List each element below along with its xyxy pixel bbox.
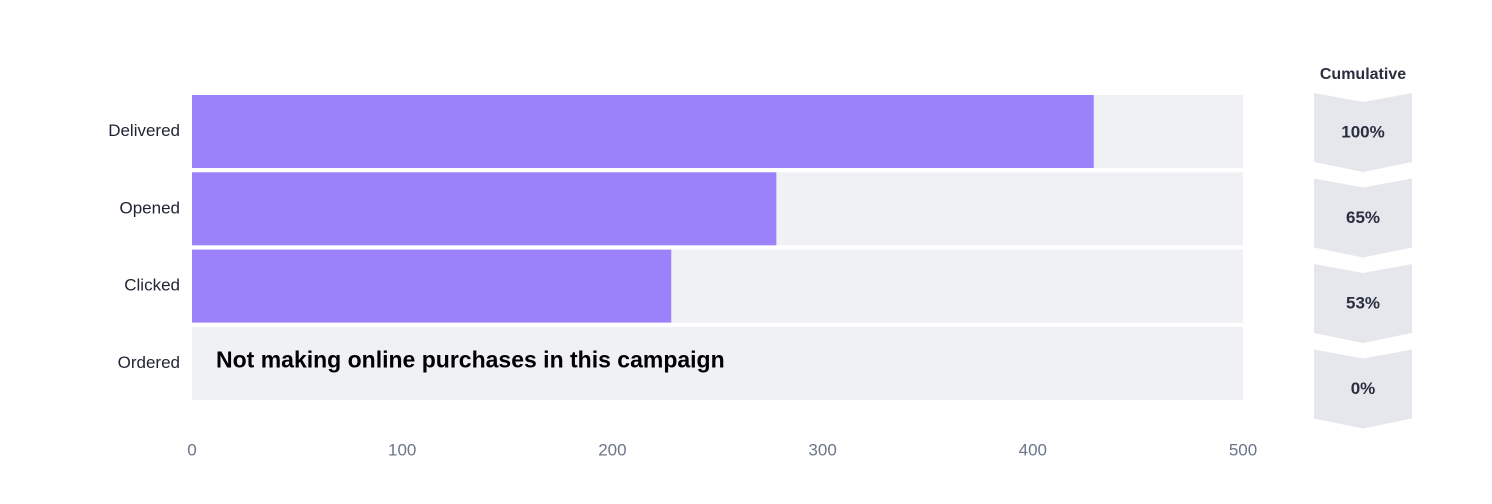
y-tick-label: Opened: [120, 198, 181, 217]
bar: [192, 95, 1094, 168]
cumulative-label: 53%: [1346, 293, 1380, 312]
y-tick-label: Delivered: [108, 121, 180, 140]
cumulative-chevron: [1314, 264, 1412, 343]
x-tick-label: 200: [598, 440, 626, 459]
cumulative-label: 0%: [1351, 379, 1376, 398]
x-tick-label: 500: [1229, 440, 1257, 459]
x-tick-label: 0: [187, 440, 196, 459]
x-tick-label: 400: [1019, 440, 1047, 459]
cumulative-label: 100%: [1341, 122, 1384, 141]
cumulative-label: 65%: [1346, 208, 1380, 227]
cumulative-chevron: [1314, 93, 1412, 172]
cumulative-title: Cumulative: [1320, 66, 1406, 83]
cumulative-chevron: [1314, 349, 1412, 429]
y-tick-label: Clicked: [124, 276, 180, 295]
bar: [192, 249, 672, 323]
x-tick-label: 300: [808, 440, 836, 459]
bar-track: [192, 326, 1243, 400]
bar: [192, 172, 777, 246]
cumulative-chevron: [1314, 178, 1412, 258]
y-tick-label: Ordered: [118, 353, 180, 372]
annotation: Not making online purchases in this camp…: [216, 346, 725, 372]
x-tick-label: 100: [388, 440, 416, 459]
